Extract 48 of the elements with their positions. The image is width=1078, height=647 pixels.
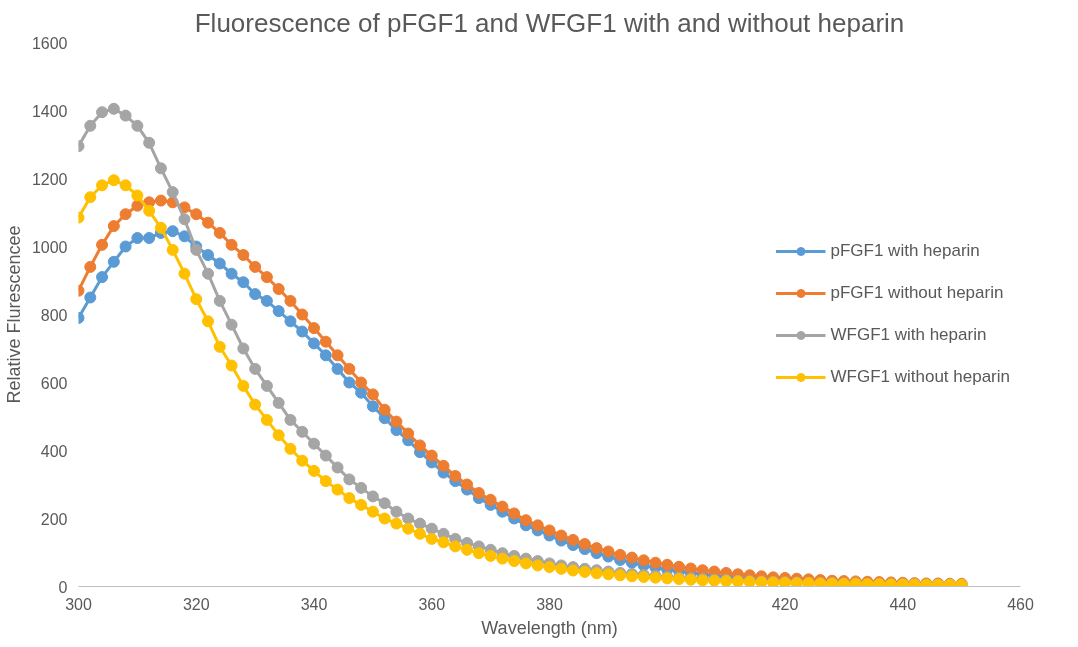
x-tick-label: 300 xyxy=(65,595,92,613)
y-tick-label: 600 xyxy=(40,374,68,392)
x-tick-label: 440 xyxy=(889,595,917,613)
point xyxy=(178,230,191,243)
x-tick-label: 320 xyxy=(182,595,210,613)
legend-label: WFGF1 with heparin xyxy=(830,325,987,345)
legend-label: pFGF1 without heparin xyxy=(830,283,1004,303)
point xyxy=(213,257,226,270)
x-tick-label: 460 xyxy=(1007,595,1034,613)
point xyxy=(237,276,250,289)
point xyxy=(308,337,320,350)
point xyxy=(355,386,368,399)
legend-label: WFGF1 without heparin xyxy=(830,367,1010,387)
x-tick-label: 360 xyxy=(418,595,446,613)
x-tick-label: 420 xyxy=(771,595,799,613)
point xyxy=(107,255,120,268)
y-tick-label: 200 xyxy=(40,510,68,528)
point xyxy=(331,362,344,375)
x-axis-title: Wavelength (nm) xyxy=(481,617,618,638)
point xyxy=(131,232,144,244)
point xyxy=(249,288,262,301)
chart-title: Fluorescence of pFGF1 and WFGF1 with and without heparin xyxy=(194,7,905,38)
y-tick-label: 1600 xyxy=(31,34,68,52)
point xyxy=(284,315,297,328)
point xyxy=(225,267,238,280)
point xyxy=(96,271,109,284)
point xyxy=(343,376,356,389)
y-tick-label: 800 xyxy=(40,306,68,324)
point xyxy=(202,249,215,261)
point xyxy=(319,349,332,362)
y-axis-title: Relative Flurescencee xyxy=(3,225,24,404)
point xyxy=(272,305,285,318)
y-tick-label: 1200 xyxy=(31,170,68,188)
point xyxy=(366,400,379,413)
y-tick-label: 0 xyxy=(58,578,68,596)
point xyxy=(296,325,309,338)
point xyxy=(84,291,97,304)
legend-label: pFGF1 with heparin xyxy=(830,241,980,261)
point xyxy=(119,240,132,253)
y-tick-label: 400 xyxy=(40,442,68,460)
point xyxy=(166,225,179,238)
x-tick-label: 380 xyxy=(536,595,563,613)
y-tick-label: 1000 xyxy=(31,238,68,256)
x-tick-label: 400 xyxy=(653,595,681,613)
x-tick-label: 340 xyxy=(300,595,328,613)
y-tick-label: 1400 xyxy=(31,102,68,120)
point xyxy=(260,294,273,307)
point xyxy=(143,232,156,244)
